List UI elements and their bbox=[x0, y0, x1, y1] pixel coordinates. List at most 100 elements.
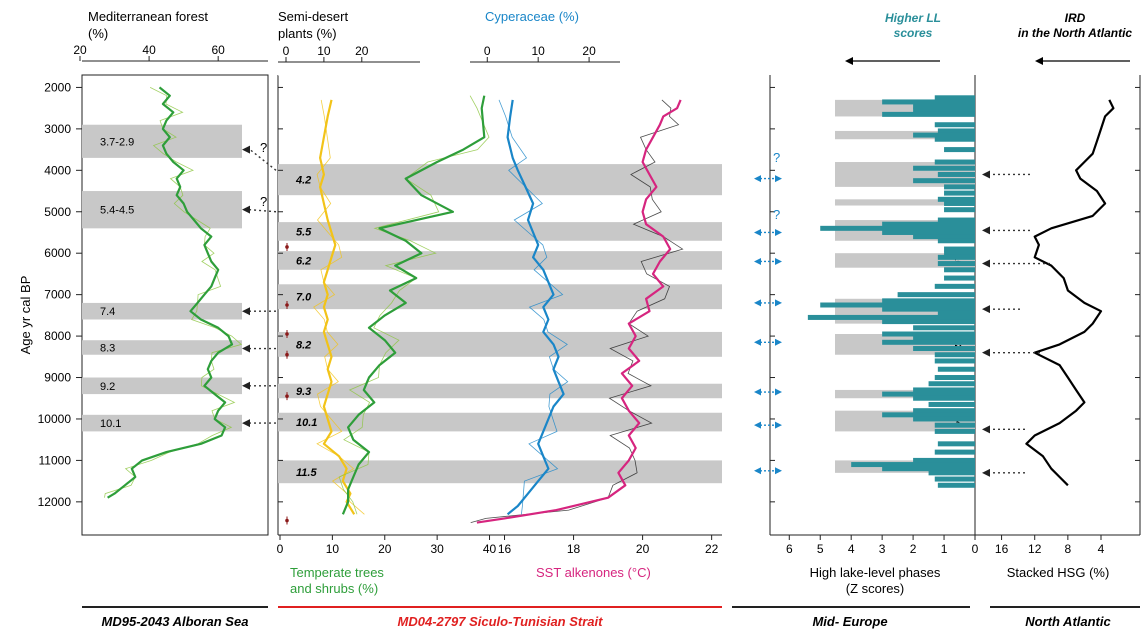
lake-x-tick-label: 0 bbox=[972, 542, 979, 556]
lake-level-bar bbox=[937, 261, 975, 267]
blue-arrow-head-right bbox=[775, 175, 782, 183]
forest-tick-label: 40 bbox=[142, 43, 156, 57]
blue-arrow-head-left bbox=[754, 257, 761, 265]
footer-natlantic: North Atlantic bbox=[1025, 614, 1111, 629]
lake-level-bar bbox=[934, 122, 975, 128]
sst-line bbox=[476, 99, 682, 524]
lake-phase-band bbox=[835, 199, 975, 206]
lake-level-bar bbox=[882, 391, 975, 397]
lake-level-bar bbox=[944, 184, 975, 190]
siculo-event-band bbox=[278, 284, 722, 310]
sst-tick-label: 20 bbox=[636, 542, 650, 556]
alboran-arrow-head bbox=[242, 307, 250, 316]
lake-level-bar bbox=[944, 250, 975, 256]
lake-axis-label-2: (Z scores) bbox=[846, 581, 905, 596]
alboran-event-band bbox=[82, 377, 242, 395]
y-tick-label: 6000 bbox=[44, 246, 71, 260]
blue-question-mark: ? bbox=[773, 150, 780, 165]
sst-tick-label: 18 bbox=[567, 542, 581, 556]
lake-x-tick-label: 1 bbox=[941, 542, 948, 556]
lake-level-bar bbox=[937, 366, 975, 372]
forest-tick-label: 20 bbox=[73, 43, 87, 57]
lake-level-bar bbox=[944, 190, 975, 196]
temperate-tick-label: 30 bbox=[430, 542, 444, 556]
lake-level-bar bbox=[937, 310, 975, 316]
temperate-axis-label-2: and shrubs (%) bbox=[290, 581, 378, 596]
med-forest-title: Mediterranean forest bbox=[88, 9, 208, 24]
alboran-event-label: 3.7-2.9 bbox=[100, 136, 134, 148]
ird-arrow-head bbox=[982, 348, 990, 357]
cyperaceae-tick-label: 0 bbox=[484, 44, 491, 58]
blue-arrow-head-right bbox=[775, 299, 782, 307]
lake-level-bar bbox=[913, 387, 975, 393]
siculo-event-label: 5.5 bbox=[296, 226, 312, 238]
lake-level-bar bbox=[934, 428, 975, 434]
lake-level-bar bbox=[913, 234, 975, 240]
lake-level-bar bbox=[807, 314, 975, 320]
lake-level-bar bbox=[913, 416, 975, 422]
lake-x-tick-label: 6 bbox=[786, 542, 793, 556]
question-mark: ? bbox=[260, 140, 267, 155]
lake-level-bar bbox=[944, 207, 975, 213]
footer-siculo: MD04-2797 Siculo-Tunisian Strait bbox=[398, 614, 604, 629]
age-control-dot bbox=[285, 394, 289, 398]
lake-level-bar bbox=[913, 165, 975, 171]
lake-x-tick-label: 2 bbox=[910, 542, 917, 556]
forest-line bbox=[107, 86, 234, 499]
alboran-event-label: 8.3 bbox=[100, 342, 115, 354]
alboran-arrow-head bbox=[242, 205, 250, 214]
ird-arrow-head bbox=[982, 259, 990, 268]
lake-level-bar bbox=[913, 395, 975, 401]
lake-level-bar bbox=[913, 103, 975, 109]
siculo-event-band bbox=[278, 383, 722, 399]
alboran-event-band bbox=[82, 340, 242, 355]
lake-level-bar bbox=[937, 196, 975, 202]
lake-level-bar bbox=[937, 128, 975, 134]
temperate-tick-label: 20 bbox=[378, 542, 392, 556]
blue-arrow-head-left bbox=[754, 299, 761, 307]
cyperaceae-line bbox=[506, 99, 565, 516]
lake-level-bar bbox=[934, 449, 975, 455]
lake-x-tick-label: 4 bbox=[848, 542, 855, 556]
question-mark: ? bbox=[260, 194, 267, 209]
lake-level-bar bbox=[934, 358, 975, 364]
temperate-tick-label: 10 bbox=[326, 542, 340, 556]
lake-level-bar bbox=[882, 466, 975, 472]
hsg-tick-label: 8 bbox=[1065, 542, 1072, 556]
footer-mideurope: Mid- Europe bbox=[812, 614, 887, 629]
data-series bbox=[104, 86, 1115, 524]
lake-level-bar bbox=[944, 275, 975, 281]
blue-arrow-head-left bbox=[754, 388, 761, 396]
lake-level-bar bbox=[913, 178, 975, 184]
temperate-tick-label: 0 bbox=[277, 542, 284, 556]
lake-level-bar bbox=[913, 325, 975, 331]
ird-arrow-head bbox=[1035, 57, 1043, 65]
ird-arrow-head bbox=[982, 425, 990, 434]
lake-level-bar bbox=[934, 352, 975, 358]
y-tick-label: 7000 bbox=[44, 288, 71, 302]
lake-axis-label: High lake-level phases bbox=[810, 565, 941, 580]
semidesert-tick-label: 0 bbox=[283, 44, 290, 58]
siculo-event-label: 7.0 bbox=[296, 292, 312, 304]
lake-level-bar bbox=[937, 441, 975, 447]
lake-level-bar bbox=[934, 95, 975, 101]
lake-level-bar bbox=[934, 283, 975, 289]
lake-level-bar bbox=[913, 335, 975, 341]
siculo-event-band bbox=[278, 164, 722, 196]
blue-arrow-head-left bbox=[754, 338, 761, 346]
blue-arrow-head-right bbox=[775, 467, 782, 475]
blue-arrow-head-right bbox=[775, 388, 782, 396]
lake-level-bar bbox=[913, 132, 975, 138]
ird-arrow-head bbox=[982, 226, 990, 235]
forest-tick-label: 60 bbox=[212, 43, 226, 57]
sst-line-raw bbox=[470, 99, 684, 523]
axis-ticks: 2000300040005000600070008000900010000110… bbox=[38, 43, 1140, 556]
alboran-event-band bbox=[82, 414, 242, 432]
age-control-dot bbox=[285, 352, 289, 357]
alboran-arrow-head bbox=[242, 145, 250, 154]
lake-level-bar bbox=[882, 229, 975, 235]
ird-title-2: in the North Atlantic bbox=[1018, 26, 1133, 40]
lake-level-bar bbox=[913, 457, 975, 463]
alboran-arrow-head bbox=[242, 381, 250, 390]
